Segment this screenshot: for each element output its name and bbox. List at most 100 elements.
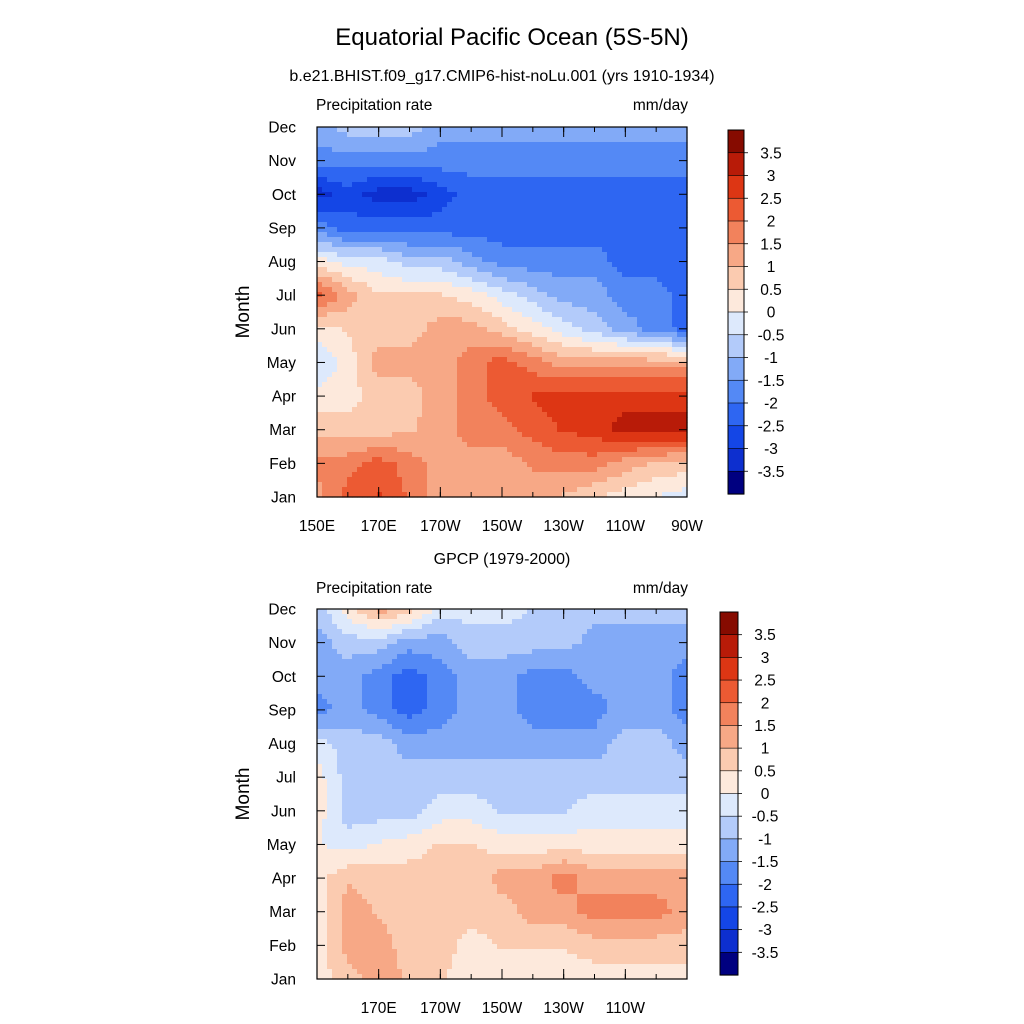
heatmap-cell (472, 317, 478, 323)
heatmap-cell (357, 132, 363, 138)
heatmap-cell (672, 217, 678, 223)
heatmap-cell (502, 167, 508, 173)
heatmap-cell (317, 267, 323, 273)
heatmap-cell (357, 407, 363, 413)
heatmap-cell (537, 362, 543, 368)
heatmap-cell (392, 412, 398, 418)
heatmap-cell (527, 287, 533, 293)
heatmap-cell (382, 412, 388, 418)
heatmap-cell (487, 397, 493, 403)
heatmap-cell (562, 417, 568, 423)
heatmap-cell (682, 167, 688, 173)
heatmap-cell (587, 242, 593, 248)
heatmap-cell (577, 377, 583, 383)
heatmap-cell (387, 242, 393, 248)
heatmap-cell (657, 187, 663, 193)
heatmap-cell (482, 397, 488, 403)
heatmap-cell (652, 457, 658, 463)
heatmap-cell (327, 322, 333, 328)
heatmap-cell (407, 352, 413, 358)
heatmap-cell (477, 387, 483, 393)
heatmap-cell (327, 137, 333, 143)
heatmap-cell (467, 207, 473, 213)
heatmap-cell (627, 137, 633, 143)
heatmap-cell (647, 362, 653, 368)
heatmap-cell (402, 347, 408, 353)
heatmap-cell (637, 452, 643, 458)
heatmap-cell (607, 217, 613, 223)
heatmap-cell (617, 272, 623, 278)
heatmap-cell (487, 437, 493, 443)
heatmap-cell (357, 372, 363, 378)
heatmap-cell (632, 397, 638, 403)
heatmap-cell (327, 447, 333, 453)
heatmap-cell (417, 317, 423, 323)
heatmap-cell (442, 227, 448, 233)
heatmap-cell (422, 452, 428, 458)
heatmap-cell (492, 417, 498, 423)
heatmap-cell (572, 422, 578, 428)
heatmap-cell (462, 372, 468, 378)
heatmap-cell (342, 257, 348, 263)
heatmap-cell (467, 242, 473, 248)
heatmap-cell (352, 257, 358, 263)
heatmap-cell (412, 282, 418, 288)
heatmap-cell (357, 412, 363, 418)
heatmap-cell (327, 357, 333, 363)
heatmap-cell (562, 182, 568, 188)
heatmap-cell (602, 147, 608, 153)
heatmap-cell (567, 327, 573, 333)
heatmap-cell (387, 362, 393, 368)
heatmap-cell (372, 317, 378, 323)
heatmap-cell (357, 222, 363, 228)
heatmap-cell (477, 207, 483, 213)
heatmap-cell (427, 392, 433, 398)
heatmap-cell (357, 172, 363, 178)
heatmap-cell (647, 377, 653, 383)
heatmap-cell (622, 257, 628, 263)
heatmap-cell (607, 427, 613, 433)
heatmap-cell (577, 277, 583, 283)
heatmap-cell (447, 327, 453, 333)
heatmap-cell (672, 207, 678, 213)
heatmap-cell (347, 302, 353, 308)
heatmap-cell (487, 127, 493, 133)
heatmap-cell (532, 132, 538, 138)
heatmap-cell (672, 447, 678, 453)
heatmap-cell (472, 162, 478, 168)
heatmap-cell (382, 382, 388, 388)
heatmap-cell (662, 132, 668, 138)
heatmap-cell (532, 282, 538, 288)
heatmap-cell (657, 457, 663, 463)
heatmap-cell (657, 162, 663, 168)
heatmap-cell (572, 362, 578, 368)
heatmap-cell (407, 242, 413, 248)
heatmap-cell (327, 267, 333, 273)
heatmap-cell (617, 367, 623, 373)
heatmap-cell (352, 307, 358, 313)
heatmap-cell (602, 347, 608, 353)
heatmap-cell (617, 277, 623, 283)
heatmap-cell (612, 327, 618, 333)
heatmap-cell (367, 142, 373, 148)
heatmap-cell (337, 407, 343, 413)
heatmap-cell (342, 167, 348, 173)
heatmap-cell (497, 202, 503, 208)
heatmap-cell (502, 422, 508, 428)
heatmap-cell (387, 297, 393, 303)
heatmap-cell (587, 237, 593, 243)
heatmap-cell (672, 167, 678, 173)
heatmap-cell (502, 242, 508, 248)
heatmap-cell (522, 147, 528, 153)
heatmap-cell (627, 147, 633, 153)
heatmap-cell (672, 182, 678, 188)
heatmap-cell (377, 342, 383, 348)
heatmap-cell (422, 447, 428, 453)
heatmap-cell (472, 432, 478, 438)
heatmap-cell (347, 377, 353, 383)
heatmap-cell (347, 312, 353, 318)
heatmap-cell (527, 407, 533, 413)
heatmap-cell (627, 187, 633, 193)
heatmap-cell (417, 367, 423, 373)
heatmap-cell (352, 402, 358, 408)
